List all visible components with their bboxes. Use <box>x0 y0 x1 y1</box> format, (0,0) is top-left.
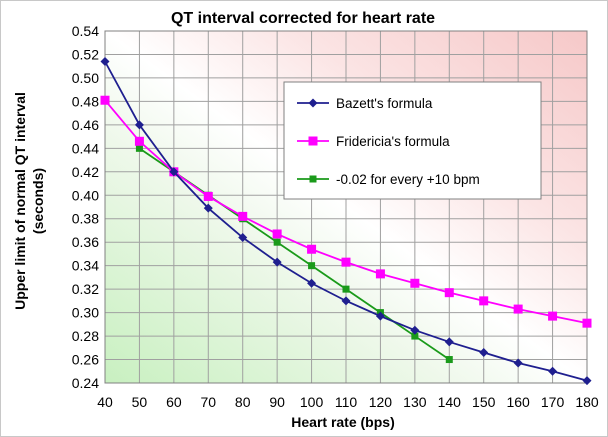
x-tick-label: 100 <box>300 394 324 410</box>
legend-label: -0.02 for every +10 bpm <box>336 172 480 187</box>
data-point <box>341 296 351 306</box>
x-tick-label: 60 <box>166 394 182 410</box>
data-point <box>479 347 489 357</box>
data-point <box>308 262 316 270</box>
y-tick-label: 0.46 <box>72 117 99 133</box>
y-tick-label: 0.26 <box>72 352 99 368</box>
y-axis-label-line-1: Upper limit of normal QT interval <box>12 92 28 310</box>
x-tick-label: 70 <box>200 394 216 410</box>
data-point <box>513 304 523 314</box>
data-point <box>513 358 523 368</box>
data-point <box>445 356 453 364</box>
y-tick-label: 0.54 <box>72 23 99 39</box>
data-point <box>273 238 281 246</box>
data-point <box>203 191 213 201</box>
y-tick-label: 0.44 <box>72 140 99 156</box>
plot-border <box>104 30 588 384</box>
data-point <box>135 144 143 152</box>
legend-swatch-marker <box>309 175 317 183</box>
data-point <box>410 325 420 335</box>
data-point <box>238 233 248 243</box>
data-point <box>548 366 558 376</box>
data-point <box>548 311 558 321</box>
y-tick-label: 0.28 <box>72 328 99 344</box>
x-axis-label: Heart rate (bps) <box>291 414 394 430</box>
y-tick-label: 0.32 <box>72 281 99 297</box>
chart-title: QT interval corrected for heart rate <box>171 10 435 27</box>
legend-entry: Bazett's formula <box>297 96 433 111</box>
y-tick-label: 0.48 <box>72 93 99 109</box>
x-tick-label: 40 <box>97 394 113 410</box>
data-point <box>307 244 317 254</box>
data-point <box>582 318 592 328</box>
data-point <box>272 257 282 267</box>
y-tick-label: 0.30 <box>72 305 99 321</box>
legend: Bazett's formula Fridericia's formula -0.0… <box>283 81 542 200</box>
data-point <box>342 285 350 293</box>
legend-swatch-marker <box>308 136 318 146</box>
legend-label: Bazett's formula <box>336 96 433 111</box>
y-tick-label: 0.42 <box>72 164 99 180</box>
legend-label: Fridericia's formula <box>336 134 450 149</box>
data-point <box>307 278 317 288</box>
data-point <box>411 332 419 340</box>
x-tick-label: 160 <box>506 394 530 410</box>
x-tick-label: 180 <box>575 394 599 410</box>
data-point <box>341 257 351 267</box>
data-point <box>444 337 454 347</box>
data-point <box>582 376 592 386</box>
data-point <box>169 167 179 177</box>
data-point <box>410 278 420 288</box>
x-tick-label: 90 <box>269 394 285 410</box>
x-tick-label: 170 <box>541 394 565 410</box>
data-point <box>100 95 110 105</box>
legend-entry: -0.02 for every +10 bpm <box>297 172 480 187</box>
data-point <box>479 296 489 306</box>
y-tick-label: 0.52 <box>72 46 99 62</box>
data-point <box>272 229 282 239</box>
y-tick-label: 0.40 <box>72 187 99 203</box>
series-1 <box>100 57 592 386</box>
legend-swatch-marker <box>308 98 318 108</box>
data-point <box>203 203 213 213</box>
y-tick-label: 0.38 <box>72 211 99 227</box>
x-tick-label: 140 <box>438 394 462 410</box>
x-tick-label: 80 <box>235 394 251 410</box>
series-2 <box>100 95 592 328</box>
x-tick-label: 130 <box>403 394 427 410</box>
x-tick-label: 110 <box>335 394 358 410</box>
legend-entry: Fridericia's formula <box>297 134 450 149</box>
y-tick-label: 0.34 <box>72 258 99 274</box>
x-tick-label: 120 <box>369 394 393 410</box>
data-point <box>134 120 144 130</box>
y-tick-label: 0.36 <box>72 234 99 250</box>
data-point <box>100 57 110 67</box>
x-tick-label: 50 <box>132 394 148 410</box>
data-point <box>375 269 385 279</box>
data-point <box>134 136 144 146</box>
y-tick-label: 0.50 <box>72 70 99 86</box>
data-point <box>375 311 385 321</box>
data-point <box>238 211 248 221</box>
y-tick-label: 0.24 <box>72 375 99 391</box>
y-axis-label-line-2: (seconds) <box>30 168 46 234</box>
data-point <box>444 288 454 298</box>
x-tick-label: 150 <box>472 394 496 410</box>
